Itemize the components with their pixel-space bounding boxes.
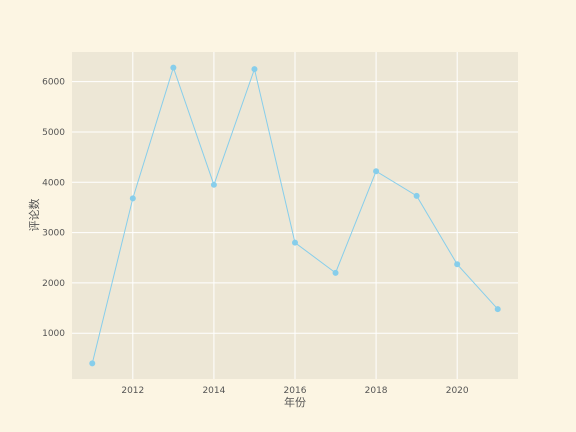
x-tick-labels: 2012 2014 2016 2018 2020 [121, 386, 469, 396]
data-point [332, 269, 339, 276]
data-point [454, 261, 461, 268]
y-tick-label: 2000 [42, 279, 65, 289]
grid [72, 52, 518, 379]
x-tick-label: 2018 [365, 386, 388, 396]
data-point [210, 181, 217, 188]
y-tick-labels: 1000 2000 3000 4000 5000 6000 [42, 78, 65, 340]
x-tick-label: 2020 [446, 386, 469, 396]
x-axis-label: 年份 [284, 395, 306, 409]
x-tick-label: 2014 [202, 386, 225, 396]
data-point [251, 66, 258, 73]
y-tick-label: 1000 [42, 329, 65, 339]
x-tick-label: 2012 [121, 386, 144, 396]
data-point [373, 168, 380, 175]
x-tick-label: 2016 [284, 386, 307, 396]
y-tick-label: 3000 [42, 229, 65, 239]
y-axis-label: 评论数 [27, 199, 41, 232]
data-point [129, 195, 136, 202]
data-point [292, 239, 298, 246]
data-point [89, 360, 96, 367]
data-point [413, 192, 420, 199]
data-point [494, 306, 501, 313]
y-tick-label: 5000 [42, 128, 65, 138]
y-tick-label: 4000 [42, 178, 65, 188]
series-markers [89, 64, 501, 367]
y-tick-label: 6000 [42, 78, 65, 88]
data-point [170, 64, 177, 71]
